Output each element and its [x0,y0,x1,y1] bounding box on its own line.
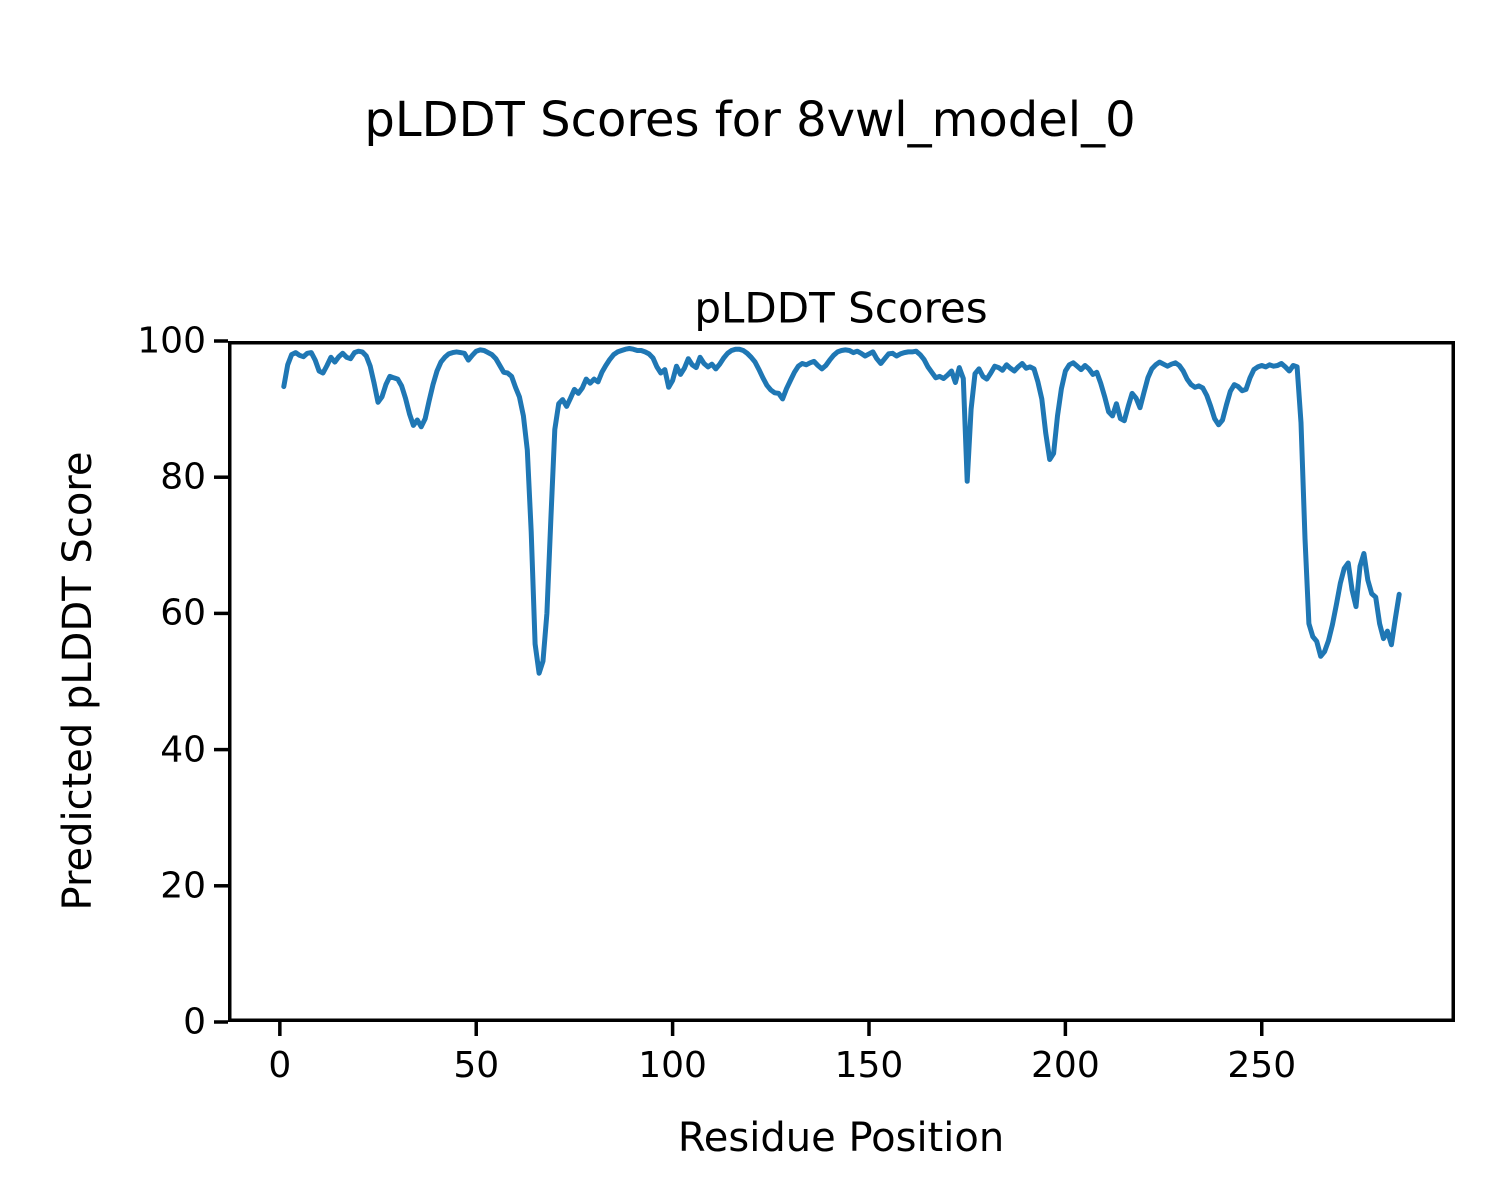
plddt-series-line [281,346,1402,676]
y-tick-label: 20 [160,865,206,907]
plddt-line-chart [214,339,1455,1036]
y-tick-label: 100 [137,320,206,362]
y-tick-label: 80 [160,456,206,498]
y-tick-label: 60 [160,592,206,634]
x-tick-label: 200 [1031,1045,1100,1086]
figure-title: pLDDT Scores for 8vwl_model_0 [364,92,1136,148]
x-tick-label: 100 [638,1045,707,1086]
y-tick-label: 0 [183,1001,206,1043]
axes-title: pLDDT Scores [694,283,988,333]
x-tick-label: 0 [268,1045,292,1086]
x-tick-label: 50 [453,1045,500,1086]
y-axis-label: Predicted pLDDT Score [55,451,101,911]
x-tick-label: 250 [1227,1045,1297,1086]
y-tick-label: 40 [160,729,206,771]
x-tick-label: 150 [834,1045,904,1086]
axes-spines [228,341,1455,1022]
x-axis-label: Residue Position [677,1115,1005,1161]
